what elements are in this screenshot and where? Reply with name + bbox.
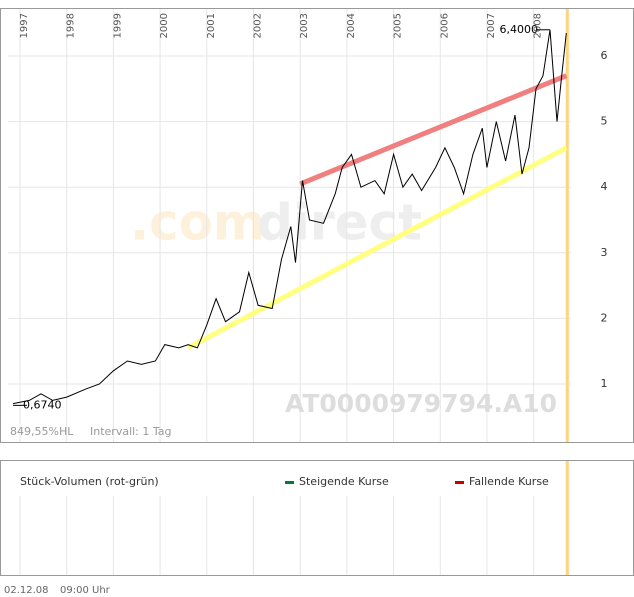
scale-note: 849,55%HL <box>10 425 74 438</box>
watermark-text: direct <box>257 194 422 252</box>
price-line <box>12 29 567 405</box>
volume-title: Stück-Volumen (rot-grün) <box>20 475 159 488</box>
x-tick-label: 1998 <box>66 13 77 38</box>
main-panel <box>0 8 634 443</box>
plot: 6,4000 0,6740 <box>12 9 569 575</box>
x-tick-label: 1997 <box>19 13 30 38</box>
volume-panel <box>0 460 634 576</box>
x-tick-label: 2000 <box>159 13 170 38</box>
y-tick-label: 5 <box>601 115 608 128</box>
grid <box>8 9 571 575</box>
y-tick-label: 3 <box>601 246 608 259</box>
high-label: 6,4000 <box>499 23 538 36</box>
x-tick-label: 2003 <box>299 13 310 38</box>
x-tick-label: 2006 <box>439 13 450 38</box>
x-tick-label: 1999 <box>112 13 123 38</box>
symbol: AT0000979794.A10 <box>285 389 557 418</box>
y-tick-label: 4 <box>601 180 608 193</box>
y-tick-label: 6 <box>601 49 608 62</box>
trend-line <box>299 73 568 187</box>
footer-time: 09:00 Uhr <box>60 585 111 596</box>
trend-line <box>186 145 568 351</box>
y-tick-label: 2 <box>601 311 608 324</box>
x-tick-label: 2007 <box>486 13 497 38</box>
legend-label: Fallende Kurse <box>469 475 549 488</box>
interval: Intervall: 1 Tag <box>90 425 172 438</box>
legend-label: Steigende Kurse <box>299 475 389 488</box>
y-tick-label: 1 <box>601 377 608 390</box>
x-tick-label: 2001 <box>206 13 217 38</box>
legend-swatch <box>285 481 294 484</box>
footer-date: 02.12.08 <box>4 585 49 596</box>
x-tick-label: 2008 <box>533 13 544 38</box>
watermark-text: .com <box>130 194 265 252</box>
x-tick-label: 2005 <box>393 13 404 38</box>
legend-swatch <box>455 481 464 484</box>
x-tick-label: 2004 <box>346 13 357 38</box>
x-tick-label: 2002 <box>252 13 263 38</box>
low-label: 0,6740 <box>23 398 62 411</box>
